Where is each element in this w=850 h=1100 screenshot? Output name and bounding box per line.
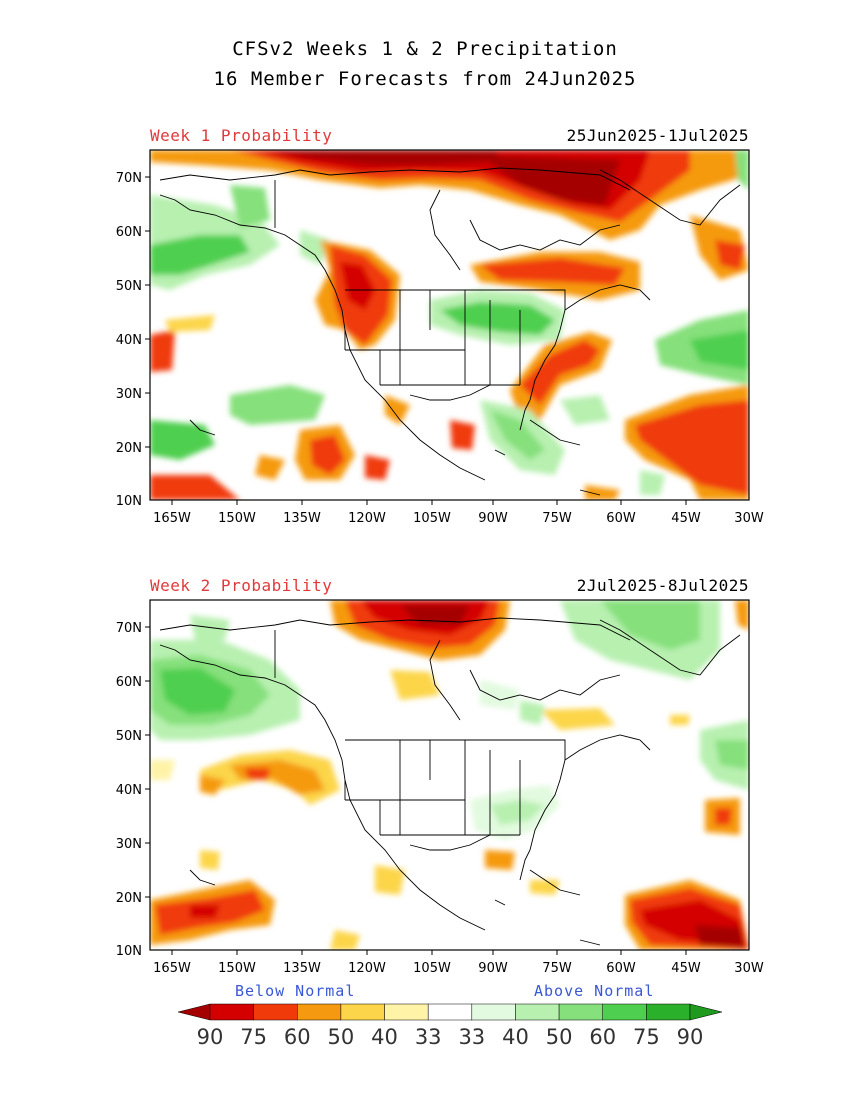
week1-ticks [145, 176, 687, 505]
week2-lon-label: 60W [606, 961, 636, 976]
week2-date-range: 2Jul2025-8Jul2025 [576, 576, 749, 595]
legend-swatch [209, 1003, 254, 1021]
week2-lon-axis: 165W 150W 135W 120W 105W 90W 75W 60W 45W… [153, 961, 764, 976]
week1-lat-label: 60N [116, 225, 142, 240]
color-legend: 90 75 60 50 40 33 33 40 50 60 75 90 [177, 1003, 723, 1049]
week2-coastlines [159, 617, 741, 946]
week1-lon-label: 135W [283, 511, 321, 526]
week2-lon-label: 120W [348, 961, 386, 976]
week1-probability-field [150, 150, 749, 500]
week1-lon-label: 90W [478, 511, 508, 526]
below-normal-label: Below Normal [235, 982, 356, 1000]
week1-lon-label: 120W [348, 511, 386, 526]
legend-swatch [515, 1003, 560, 1021]
week1-lon-label: 75W [542, 511, 572, 526]
week1-lat-label: 40N [116, 333, 142, 348]
legend-tick-label: 90 [197, 1025, 224, 1049]
week1-lat-axis: 70N 60N 50N 40N 30N 20N 10N [116, 171, 142, 509]
week2-lon-label: 30W [734, 961, 764, 976]
week1-lon-label: 150W [218, 511, 256, 526]
legend-swatch [471, 1003, 516, 1021]
week2-lat-label: 30N [116, 837, 142, 852]
legend-arrow-below [177, 1003, 211, 1021]
legend-tick-label: 75 [633, 1025, 660, 1049]
week2-lat-axis: 70N 60N 50N 40N 30N 20N 10N [116, 621, 142, 959]
week2-lon-label: 75W [542, 961, 572, 976]
week1-lat-label: 50N [116, 279, 142, 294]
legend-swatch [558, 1003, 603, 1021]
week1-lon-label: 30W [734, 511, 764, 526]
week1-lon-axis: 165W 150W 135W 120W 105W 90W 75W 60W 45W… [153, 511, 764, 526]
legend-tick-label: 33 [415, 1025, 442, 1049]
week2-lat-label: 60N [116, 675, 142, 690]
week1-lat-label: 30N [116, 387, 142, 402]
above-normal-label: Above Normal [534, 982, 655, 1000]
legend-tick-label: 75 [240, 1025, 267, 1049]
legend-tick-label: 90 [677, 1025, 704, 1049]
week2-map: 70N 60N 50N 40N 30N 20N 10N 165W 150W 13… [116, 599, 764, 976]
week1-lon-label: 60W [606, 511, 636, 526]
legend-tick-label: 60 [589, 1025, 616, 1049]
legend-tick-label: 33 [458, 1025, 485, 1049]
week1-lat-label: 70N [116, 171, 142, 186]
week1-panel-title: Week 1 Probability [150, 126, 333, 145]
week1-date-range: 25Jun2025-1Jul2025 [566, 126, 749, 145]
week1-map: 70N 60N 50N 40N 30N 20N 10N 165W 150W 13… [116, 149, 764, 526]
legend-swatch [340, 1003, 385, 1021]
week2-lat-label: 40N [116, 783, 142, 798]
week2-lat-label: 70N [116, 621, 142, 636]
week2-ticks [145, 626, 687, 955]
legend-swatch [297, 1003, 342, 1021]
week1-lon-label: 165W [153, 511, 191, 526]
week2-lon-label: 45W [671, 961, 701, 976]
legend-tick-label: 40 [371, 1025, 398, 1049]
week2-lon-label: 135W [283, 961, 321, 976]
legend-tick-label: 50 [546, 1025, 573, 1049]
legend-swatch [253, 1003, 298, 1021]
week1-lat-label: 20N [116, 441, 142, 456]
chart-title-line1: CFSv2 Weeks 1 & 2 Precipitation [232, 38, 618, 60]
week1-lon-label: 45W [671, 511, 701, 526]
legend-tick-label: 50 [328, 1025, 355, 1049]
legend-swatch [384, 1003, 429, 1021]
week2-lon-label: 105W [413, 961, 451, 976]
legend-swatch [646, 1003, 691, 1021]
legend-tick-label: 40 [502, 1025, 529, 1049]
week2-lon-label: 90W [478, 961, 508, 976]
legend-arrow-above [689, 1003, 723, 1021]
week2-lon-label: 165W [153, 961, 191, 976]
legend-swatch [427, 1003, 473, 1021]
week2-probability-field [150, 600, 749, 950]
legend-swatch [602, 1003, 647, 1021]
week1-coastlines [159, 167, 741, 496]
legend-tick-label: 60 [284, 1025, 311, 1049]
week2-lat-label: 20N [116, 891, 142, 906]
week2-lon-label: 150W [218, 961, 256, 976]
week1-lat-label: 10N [116, 494, 142, 509]
chart-title-line2: 16 Member Forecasts from 24Jun2025 [213, 68, 637, 90]
week2-lat-label: 10N [116, 944, 142, 959]
week1-lon-label: 105W [413, 511, 451, 526]
week2-panel-title: Week 2 Probability [150, 576, 333, 595]
week2-lat-label: 50N [116, 729, 142, 744]
